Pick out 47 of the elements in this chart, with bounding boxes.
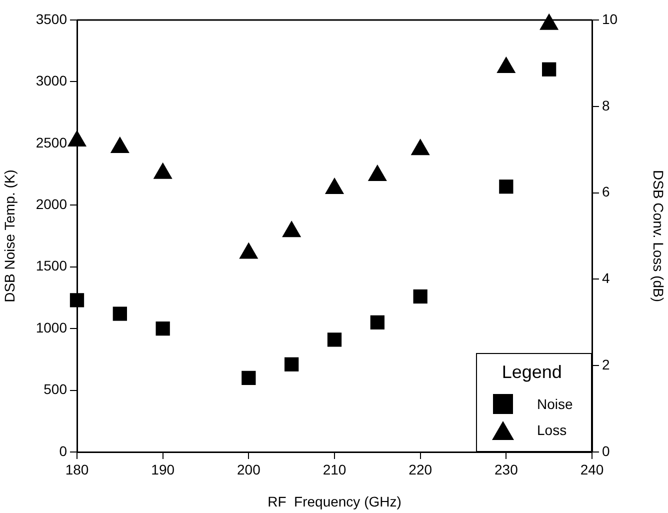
y-tick-label: 500 xyxy=(44,381,68,398)
legend-label: Loss xyxy=(537,422,567,438)
point xyxy=(496,56,516,74)
point xyxy=(324,177,344,194)
x-tick-label: 210 xyxy=(322,461,346,478)
point xyxy=(67,130,87,146)
point xyxy=(70,293,84,308)
point xyxy=(413,289,428,304)
y-tick-label: 3000 xyxy=(36,72,68,89)
y2-tick-label: 2 xyxy=(602,356,610,372)
y2-tick-label: 0 xyxy=(602,442,610,459)
x-axis-title: RF Frequency (GHz) xyxy=(268,493,402,510)
y2-tick-label: 6 xyxy=(602,184,610,200)
x-tick-label: 200 xyxy=(236,461,261,478)
point xyxy=(239,242,258,259)
point xyxy=(410,138,430,156)
point xyxy=(327,332,342,347)
point xyxy=(242,370,256,386)
y2-tick-label: 8 xyxy=(602,97,610,114)
x-tick-label: 240 xyxy=(580,461,604,478)
x-tick-label: 220 xyxy=(408,461,432,478)
y-tick-label: 1000 xyxy=(36,319,68,336)
point xyxy=(110,136,130,153)
y-axis-title: DSB Noise Temp. (K) xyxy=(1,170,18,302)
legend-label: Noise xyxy=(537,396,573,412)
point xyxy=(153,162,172,179)
y-tick-label: 1500 xyxy=(36,258,68,274)
y-tick-label: 0 xyxy=(59,442,68,459)
y2-tick-label: 10 xyxy=(602,10,618,27)
y-tick-label: 3500 xyxy=(36,10,68,27)
y-tick-label: 2500 xyxy=(36,134,68,150)
point xyxy=(282,220,302,238)
x-tick-label: 190 xyxy=(151,461,175,478)
point xyxy=(284,357,299,372)
point xyxy=(368,164,387,182)
x-tick-label: 230 xyxy=(494,461,518,478)
y-tick-label: 2000 xyxy=(36,196,68,212)
point xyxy=(540,13,559,30)
point xyxy=(112,306,127,321)
point xyxy=(542,62,556,76)
point xyxy=(156,322,170,336)
x-tick-label: 180 xyxy=(65,461,89,478)
y2-tick-label: 4 xyxy=(602,270,610,286)
point xyxy=(370,315,384,330)
y2-axis-title: DSB Conv. Loss (dB) xyxy=(650,170,667,302)
point xyxy=(499,180,514,194)
legend-title: Legend xyxy=(500,362,563,383)
